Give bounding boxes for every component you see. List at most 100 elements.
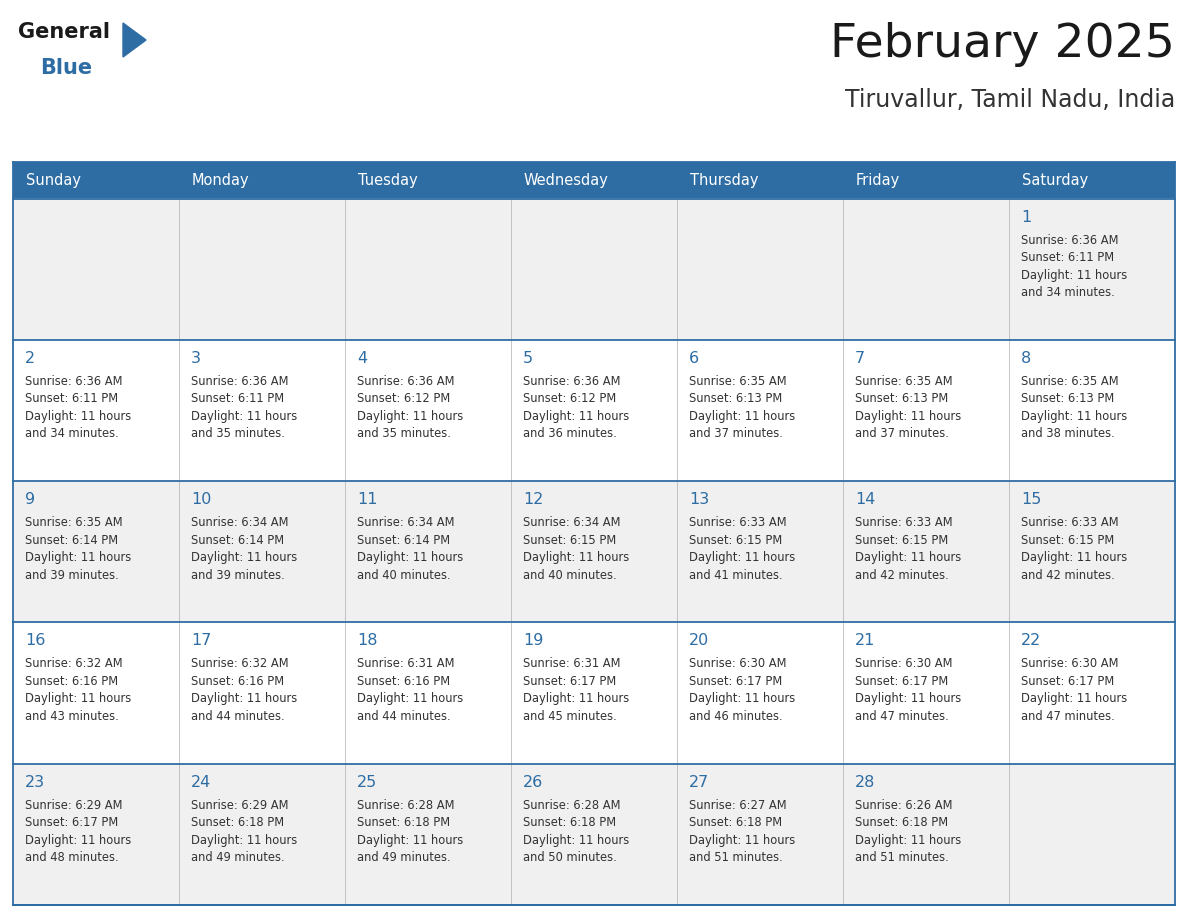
Text: Sunrise: 6:30 AM: Sunrise: 6:30 AM bbox=[855, 657, 953, 670]
Text: 25: 25 bbox=[358, 775, 378, 789]
Text: Sunset: 6:14 PM: Sunset: 6:14 PM bbox=[25, 533, 118, 546]
Text: and 48 minutes.: and 48 minutes. bbox=[25, 851, 119, 864]
Text: Sunrise: 6:36 AM: Sunrise: 6:36 AM bbox=[25, 375, 122, 387]
Text: Sunrise: 6:34 AM: Sunrise: 6:34 AM bbox=[358, 516, 455, 529]
Bar bbox=[179, 764, 345, 905]
Text: 8: 8 bbox=[1020, 351, 1031, 365]
Text: Sunrise: 6:36 AM: Sunrise: 6:36 AM bbox=[1020, 233, 1118, 247]
Bar bbox=[511, 340, 677, 481]
Text: and 45 minutes.: and 45 minutes. bbox=[523, 710, 617, 722]
Text: and 47 minutes.: and 47 minutes. bbox=[1020, 710, 1114, 722]
Text: and 39 minutes.: and 39 minutes. bbox=[191, 568, 285, 582]
Text: 20: 20 bbox=[689, 633, 709, 648]
Text: 9: 9 bbox=[25, 492, 36, 507]
Text: and 49 minutes.: and 49 minutes. bbox=[191, 851, 285, 864]
Text: and 49 minutes.: and 49 minutes. bbox=[358, 851, 450, 864]
Text: and 35 minutes.: and 35 minutes. bbox=[358, 427, 451, 441]
Text: and 39 minutes.: and 39 minutes. bbox=[25, 568, 119, 582]
Text: Sunrise: 6:28 AM: Sunrise: 6:28 AM bbox=[358, 799, 455, 812]
Text: Sunrise: 6:34 AM: Sunrise: 6:34 AM bbox=[191, 516, 289, 529]
Text: and 51 minutes.: and 51 minutes. bbox=[689, 851, 783, 864]
Text: Daylight: 11 hours: Daylight: 11 hours bbox=[523, 409, 630, 423]
Text: Sunrise: 6:33 AM: Sunrise: 6:33 AM bbox=[855, 516, 953, 529]
Text: Tiruvallur, Tamil Nadu, India: Tiruvallur, Tamil Nadu, India bbox=[845, 88, 1175, 112]
Text: Sunset: 6:18 PM: Sunset: 6:18 PM bbox=[523, 816, 617, 829]
Bar bbox=[843, 162, 1009, 198]
Text: Sunset: 6:15 PM: Sunset: 6:15 PM bbox=[1020, 533, 1114, 546]
Text: Daylight: 11 hours: Daylight: 11 hours bbox=[689, 409, 795, 423]
Text: and 40 minutes.: and 40 minutes. bbox=[523, 568, 617, 582]
Text: Daylight: 11 hours: Daylight: 11 hours bbox=[523, 834, 630, 846]
Text: Sunday: Sunday bbox=[26, 173, 81, 188]
Text: and 44 minutes.: and 44 minutes. bbox=[191, 710, 285, 722]
Bar bbox=[843, 340, 1009, 481]
Bar bbox=[13, 764, 179, 905]
Text: 24: 24 bbox=[191, 775, 211, 789]
Text: Sunrise: 6:33 AM: Sunrise: 6:33 AM bbox=[1020, 516, 1119, 529]
Bar bbox=[843, 198, 1009, 340]
Text: Sunrise: 6:35 AM: Sunrise: 6:35 AM bbox=[25, 516, 122, 529]
Text: Daylight: 11 hours: Daylight: 11 hours bbox=[1020, 409, 1127, 423]
Text: Friday: Friday bbox=[857, 173, 901, 188]
Bar bbox=[179, 162, 345, 198]
Text: Daylight: 11 hours: Daylight: 11 hours bbox=[689, 834, 795, 846]
Text: 13: 13 bbox=[689, 492, 709, 507]
Bar bbox=[1009, 198, 1175, 340]
Text: Daylight: 11 hours: Daylight: 11 hours bbox=[25, 834, 131, 846]
Text: Daylight: 11 hours: Daylight: 11 hours bbox=[25, 692, 131, 705]
Bar bbox=[345, 162, 511, 198]
Text: Sunrise: 6:35 AM: Sunrise: 6:35 AM bbox=[689, 375, 786, 387]
Text: Daylight: 11 hours: Daylight: 11 hours bbox=[191, 692, 297, 705]
Text: Sunrise: 6:31 AM: Sunrise: 6:31 AM bbox=[523, 657, 620, 670]
Text: Sunrise: 6:30 AM: Sunrise: 6:30 AM bbox=[1020, 657, 1118, 670]
Text: Sunset: 6:13 PM: Sunset: 6:13 PM bbox=[855, 392, 948, 406]
Bar bbox=[1009, 764, 1175, 905]
Text: Sunset: 6:11 PM: Sunset: 6:11 PM bbox=[191, 392, 284, 406]
Text: 22: 22 bbox=[1020, 633, 1041, 648]
Text: General: General bbox=[18, 22, 110, 42]
Bar bbox=[511, 622, 677, 764]
Bar bbox=[179, 622, 345, 764]
Text: Sunset: 6:13 PM: Sunset: 6:13 PM bbox=[689, 392, 782, 406]
Text: Daylight: 11 hours: Daylight: 11 hours bbox=[855, 692, 961, 705]
Bar bbox=[677, 764, 843, 905]
Text: Sunset: 6:16 PM: Sunset: 6:16 PM bbox=[25, 675, 118, 688]
Text: 16: 16 bbox=[25, 633, 45, 648]
Text: Monday: Monday bbox=[192, 173, 249, 188]
Text: Sunset: 6:18 PM: Sunset: 6:18 PM bbox=[855, 816, 948, 829]
Text: Sunset: 6:14 PM: Sunset: 6:14 PM bbox=[358, 533, 450, 546]
Text: Sunrise: 6:29 AM: Sunrise: 6:29 AM bbox=[25, 799, 122, 812]
Text: 10: 10 bbox=[191, 492, 211, 507]
Bar bbox=[13, 198, 179, 340]
Text: 23: 23 bbox=[25, 775, 45, 789]
Text: 14: 14 bbox=[855, 492, 876, 507]
Text: Daylight: 11 hours: Daylight: 11 hours bbox=[523, 551, 630, 564]
Text: 26: 26 bbox=[523, 775, 543, 789]
Text: 15: 15 bbox=[1020, 492, 1042, 507]
Text: Tuesday: Tuesday bbox=[358, 173, 418, 188]
Bar bbox=[13, 481, 179, 622]
Text: Daylight: 11 hours: Daylight: 11 hours bbox=[689, 551, 795, 564]
Bar bbox=[345, 481, 511, 622]
Text: and 42 minutes.: and 42 minutes. bbox=[855, 568, 949, 582]
Text: Sunrise: 6:35 AM: Sunrise: 6:35 AM bbox=[1020, 375, 1119, 387]
Bar bbox=[677, 481, 843, 622]
Text: Sunset: 6:16 PM: Sunset: 6:16 PM bbox=[191, 675, 284, 688]
Bar bbox=[1009, 481, 1175, 622]
Text: 2: 2 bbox=[25, 351, 36, 365]
Text: Sunrise: 6:32 AM: Sunrise: 6:32 AM bbox=[191, 657, 289, 670]
Bar bbox=[345, 198, 511, 340]
Text: Sunrise: 6:27 AM: Sunrise: 6:27 AM bbox=[689, 799, 786, 812]
Text: Sunset: 6:18 PM: Sunset: 6:18 PM bbox=[689, 816, 782, 829]
Text: Sunrise: 6:36 AM: Sunrise: 6:36 AM bbox=[523, 375, 620, 387]
Text: Sunrise: 6:32 AM: Sunrise: 6:32 AM bbox=[25, 657, 122, 670]
Text: Sunset: 6:11 PM: Sunset: 6:11 PM bbox=[1020, 251, 1114, 264]
Text: Daylight: 11 hours: Daylight: 11 hours bbox=[25, 551, 131, 564]
Text: Daylight: 11 hours: Daylight: 11 hours bbox=[191, 551, 297, 564]
Text: Sunset: 6:17 PM: Sunset: 6:17 PM bbox=[855, 675, 948, 688]
Bar bbox=[179, 198, 345, 340]
Bar bbox=[179, 340, 345, 481]
Text: Sunset: 6:16 PM: Sunset: 6:16 PM bbox=[358, 675, 450, 688]
Text: and 41 minutes.: and 41 minutes. bbox=[689, 568, 783, 582]
Text: Daylight: 11 hours: Daylight: 11 hours bbox=[358, 551, 463, 564]
